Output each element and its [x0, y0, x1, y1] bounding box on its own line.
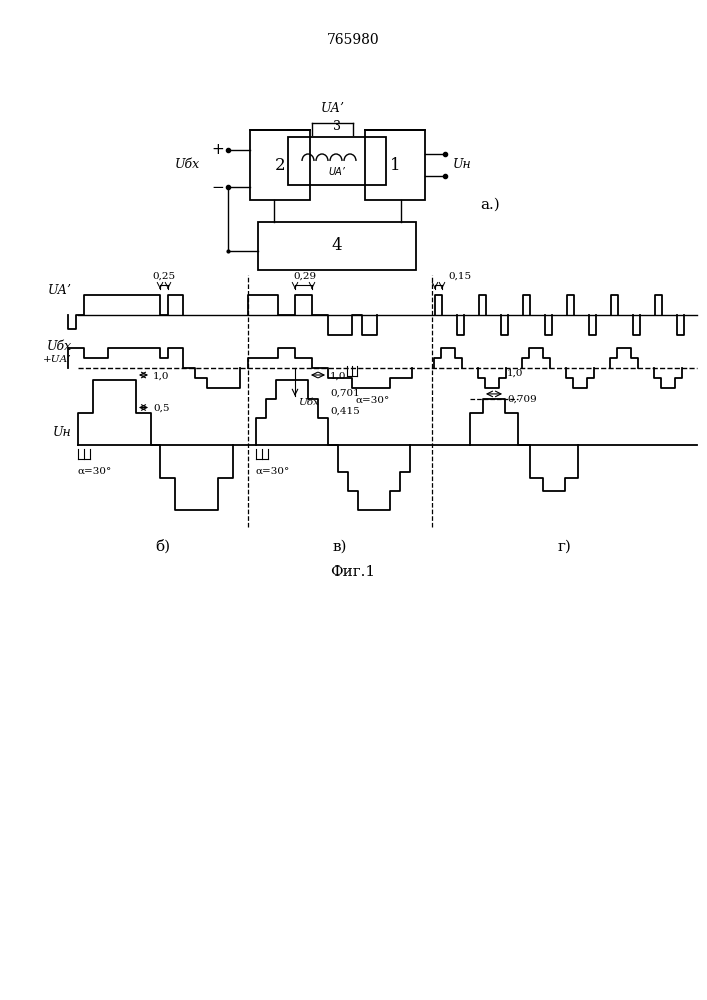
Text: UА’: UА’: [320, 102, 344, 115]
Text: α=30°: α=30°: [256, 467, 291, 476]
Text: Uбх: Uбх: [175, 158, 200, 172]
Text: 0,15: 0,15: [448, 272, 472, 281]
Text: Фиг.1: Фиг.1: [330, 564, 375, 578]
Text: 0,25: 0,25: [153, 272, 175, 281]
Bar: [250, 130, 310, 200]
Text: в): в): [333, 540, 347, 554]
Text: 765980: 765980: [327, 33, 380, 47]
Text: +UА’: +UА’: [43, 355, 72, 364]
Text: 1,0: 1,0: [330, 371, 346, 380]
Text: Uн: Uн: [53, 426, 72, 439]
Text: 0,415: 0,415: [330, 407, 360, 416]
Text: Uбх: Uбх: [298, 398, 319, 407]
Text: 0,701: 0,701: [330, 388, 360, 397]
Text: a.): a.): [480, 198, 500, 212]
Bar: [258, 222, 416, 270]
Text: Uбх: Uбх: [47, 340, 72, 353]
Text: 0,5: 0,5: [153, 404, 170, 413]
Text: α=30°: α=30°: [356, 396, 390, 405]
Text: 0,709: 0,709: [507, 394, 537, 403]
Text: 1: 1: [390, 156, 400, 174]
Text: 4: 4: [332, 237, 342, 254]
Text: UА’: UА’: [329, 167, 346, 177]
Text: UА’: UА’: [48, 284, 72, 298]
Text: 2: 2: [275, 156, 286, 174]
Text: Uн: Uн: [453, 158, 472, 172]
Bar: [288, 137, 386, 185]
Text: 1,0: 1,0: [153, 371, 170, 380]
Text: г): г): [558, 540, 571, 554]
Text: −: −: [211, 180, 224, 195]
Text: α=30°: α=30°: [78, 467, 112, 476]
Bar: [365, 130, 425, 200]
Text: 0,29: 0,29: [293, 272, 317, 281]
Text: 1,0: 1,0: [507, 369, 523, 378]
Text: б): б): [156, 539, 170, 554]
Text: +: +: [211, 142, 224, 157]
Text: 3: 3: [333, 120, 341, 133]
